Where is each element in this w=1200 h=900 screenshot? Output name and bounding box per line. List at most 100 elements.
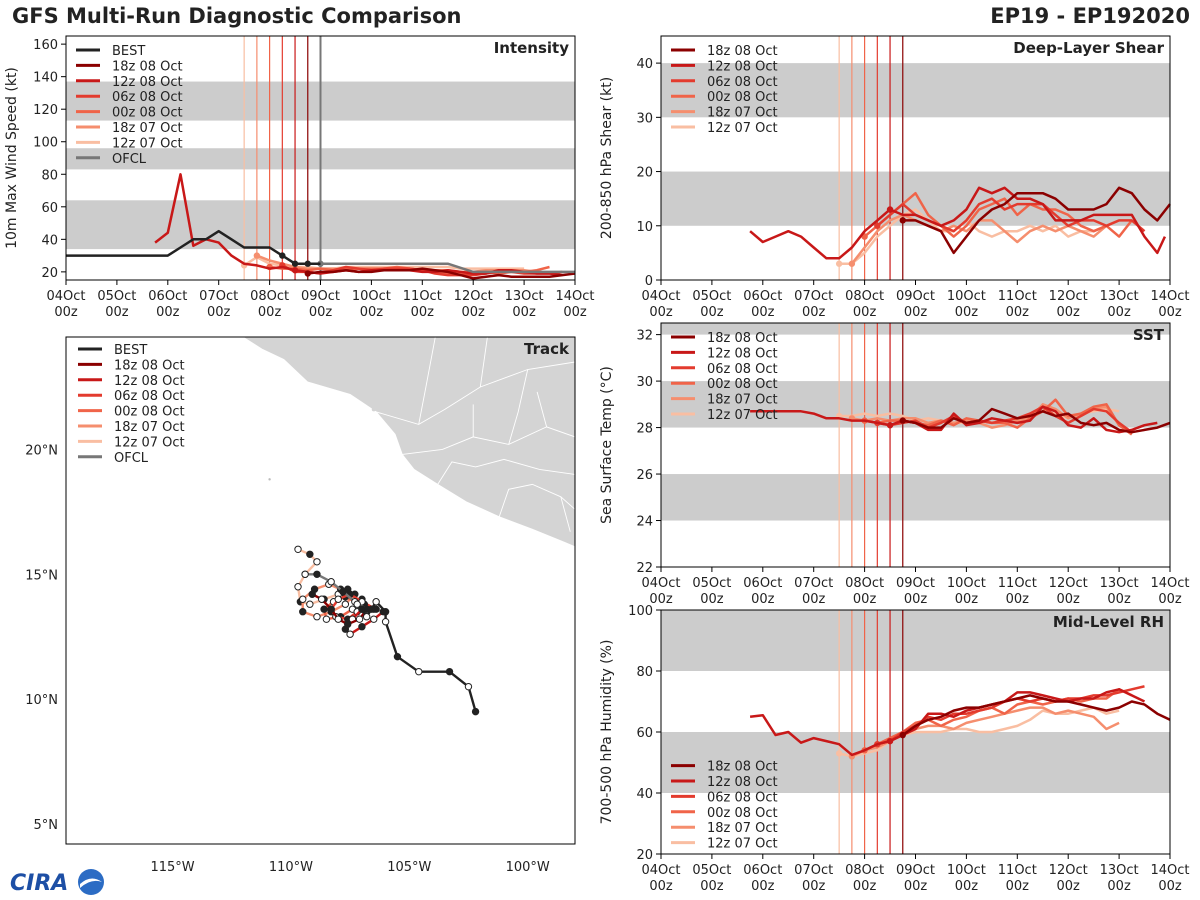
x-tick-label: 08Oct [250,289,289,304]
track-point [308,590,316,598]
y-tick-label: 100 [628,604,653,619]
track-point [306,600,314,608]
marker-12z-08-Oct [886,206,894,213]
track-point [322,615,331,623]
x-tick-label: 10Oct [352,289,391,304]
land-mexico [241,337,575,548]
series-12z-08-Oct [749,186,1167,260]
legend-label: 12z 07 Oct [112,136,183,151]
track-point [372,598,380,606]
x-tick-label: 04Oct [641,863,680,878]
x-tick-label: 00z [751,592,775,607]
x-tick-label: 11Oct [998,863,1037,878]
track-point [445,667,454,676]
legend-label: 12z 08 Oct [707,775,778,790]
x-tick-label: 00z [904,305,928,320]
series-18z-08-Oct [902,186,1171,255]
x-tick-label: 00z [751,305,775,320]
x-tick-label: 06Oct [743,863,782,878]
chart-intensity: 2040608010012014016004Oct00z05Oct00z06Oc… [4,35,595,320]
legend-label: 18z 08 Oct [707,331,778,346]
legend-label: 06z 08 Oct [707,362,778,377]
y-tick-label: 100 [33,136,58,151]
lat-label: 5°N [34,818,59,833]
track-point [471,707,480,716]
x-tick-label: 05Oct [692,863,731,878]
y-axis-label: 200-850 hPa Shear (kt) [599,77,615,239]
x-tick-label: 07Oct [199,289,238,304]
y-tick-label: 0 [645,274,653,289]
y-tick-label: 40 [636,787,653,802]
band-1 [661,63,1170,118]
legend-label: OFCL [112,152,147,167]
x-tick-label: 04Oct [641,289,680,304]
legend-label: 06z 08 Oct [707,75,778,90]
x-tick-label: 00z [649,879,673,894]
legend-label: 12z 07 Oct [707,408,778,423]
marker-18z-08-Oct [899,417,906,424]
band-0 [661,474,1170,521]
legend-label: 00z 08 Oct [112,106,183,121]
legend-label: BEST [114,343,147,358]
state-border [498,483,575,517]
series-OFCL [320,262,575,274]
track-point [367,605,376,613]
panel-title: Track [524,340,570,358]
x-tick-label: 00z [751,879,775,894]
marker-BEST [279,252,286,259]
x-tick-label: 00z [105,305,129,320]
legend-label: 18z 08 Oct [114,358,185,373]
x-tick-label: 00z [853,305,877,320]
x-tick-label: 12Oct [454,289,493,304]
y-tick-label: 30 [636,111,653,126]
series-00z-08-Oct [863,191,1133,238]
marker-18z-08-Oct [899,217,906,224]
legend-label: 18z 07 Oct [707,393,778,408]
y-axis-label: Sea Surface Temp (°C) [599,366,615,524]
x-tick-label: 00z [700,879,724,894]
y-tick-label: 40 [41,233,58,248]
y-tick-label: 60 [636,726,653,741]
panel-title: Intensity [494,39,570,57]
x-tick-label: 00z [563,305,587,320]
track-point [334,595,342,603]
x-tick-label: 00z [1107,879,1131,894]
legend-label: 00z 08 Oct [707,90,778,105]
x-tick-label: 08Oct [845,289,884,304]
x-tick-label: 00z [1006,592,1030,607]
x-tick-label: 08Oct [845,863,884,878]
legend-label: BEST [112,44,145,59]
y-tick-label: 26 [636,468,653,483]
state-border [375,361,575,425]
storm-id: EP19 - EP192020 [990,4,1190,28]
legend-label: 06z 08 Oct [112,90,183,105]
track-point [344,620,352,628]
series-BEST [66,229,321,265]
lat-label: 20°N [25,443,58,458]
x-tick-label: 09Oct [896,289,935,304]
track-point [313,558,321,566]
legend-label: 18z 07 Oct [114,420,185,435]
marker-12z-07-Oct [835,260,843,267]
track-point [464,682,473,691]
y-tick-label: 30 [636,375,653,390]
x-tick-label: 00z [955,592,979,607]
x-tick-label: 09Oct [896,863,935,878]
track-point [415,667,423,676]
x-tick-label: 00z [258,305,282,320]
series-00z-08-Oct [864,688,1133,752]
x-tick-label: 00z [462,305,486,320]
state-border [418,337,436,425]
chart-shear: 01020304004Oct00z05Oct00z06Oct00z07Oct00… [599,35,1190,320]
track-point [313,613,321,621]
x-tick-label: 00z [802,592,826,607]
legend-label: 12z 07 Oct [707,837,778,852]
band-0 [661,732,1170,793]
x-tick-label: 00z [955,879,979,894]
x-tick-label: 11Oct [998,289,1037,304]
track-point [370,615,378,623]
track-point [294,583,302,591]
track-point [355,615,364,623]
marker-12z-07-Oct [835,750,843,757]
marker-18z-07-Oct [848,260,856,267]
